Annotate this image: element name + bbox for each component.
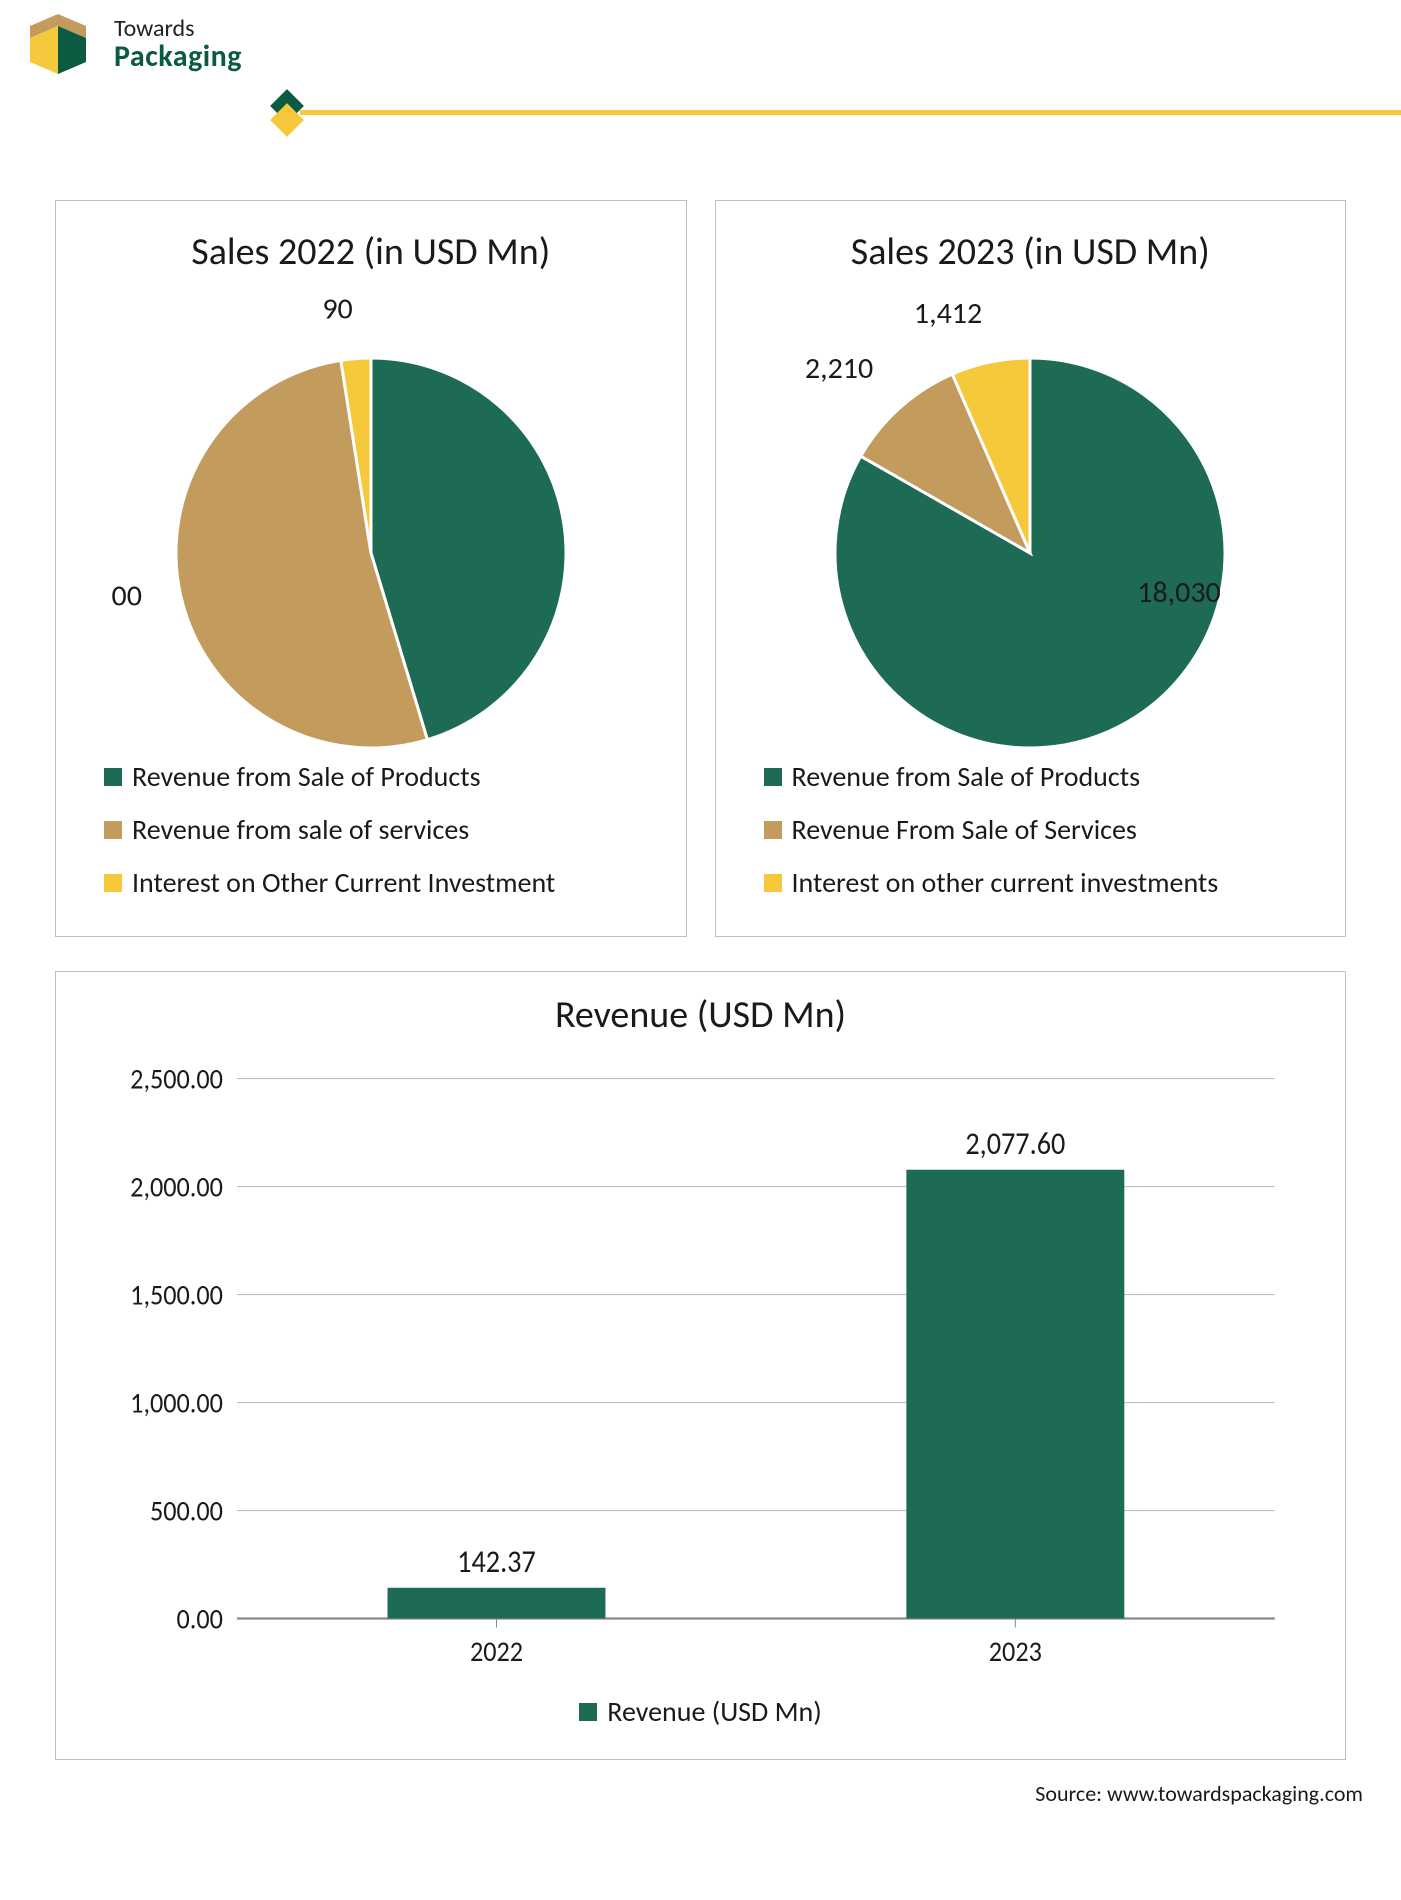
legend-swatch xyxy=(764,821,782,839)
legend-swatch xyxy=(104,874,122,892)
legend-label: Revenue From Sale of Services xyxy=(792,812,1137,847)
brand-logo: Towards Packaging xyxy=(30,14,242,74)
y-tick-label: 1,500.00 xyxy=(130,1278,223,1313)
source-prefix: Source: xyxy=(1035,1780,1107,1807)
divider-line xyxy=(300,110,1401,115)
brand-text: Towards Packaging xyxy=(114,16,242,73)
pie-row: Sales 2022 (in USD Mn) 1,900 90 Revenue f… xyxy=(0,140,1401,937)
bar-legend-label: Revenue (USD Mn) xyxy=(607,1694,822,1729)
legend-label: Revenue from Sale of Products xyxy=(132,759,481,794)
legend-item: Interest on Other Current Investment xyxy=(104,865,658,900)
header: Towards Packaging xyxy=(0,0,1401,140)
legend-item: Revenue from Sale of Products xyxy=(104,759,658,794)
legend-item: Revenue From Sale of Services xyxy=(764,812,1318,847)
pie-2023-legend: Revenue from Sale of Products Revenue Fro… xyxy=(744,759,1318,900)
header-divider xyxy=(270,96,1401,130)
bar-value-label: 2,077.60 xyxy=(965,1126,1065,1164)
legend-label: Revenue from Sale of Products xyxy=(792,759,1141,794)
pie-2022-wrap: 1,900 90 xyxy=(84,293,658,753)
pie-2023-chart: 18,030 2,210 1,412 xyxy=(770,293,1290,753)
legend-swatch xyxy=(764,874,782,892)
legend-label: Interest on other current investments xyxy=(792,865,1219,900)
source-text: www.towardspackaging.com xyxy=(1107,1780,1363,1807)
pie-2023-title: Sales 2023 (in USD Mn) xyxy=(744,229,1318,275)
bar-card: Revenue (USD Mn) 0.00 500.00 1,000.00 1,500… xyxy=(55,971,1346,1760)
y-tick-label: 1,000.00 xyxy=(130,1386,223,1421)
y-tick-label: 2,500.00 xyxy=(130,1062,223,1097)
brand-line2: Packaging xyxy=(114,41,242,73)
bar-chart: 0.00 500.00 1,000.00 1,500.00 2,000.00 2,500.… xyxy=(96,1056,1305,1686)
pie-value-label: 1,412 xyxy=(914,295,982,332)
pie-value-label: 1,900 xyxy=(111,577,142,614)
bar-value-label: 142.37 xyxy=(457,1544,536,1582)
bar-legend-swatch xyxy=(579,1703,597,1721)
y-tick-label: 0.00 xyxy=(177,1602,223,1637)
divider-diamond-icon xyxy=(263,89,311,137)
pie-2022-title: Sales 2022 (in USD Mn) xyxy=(84,229,658,275)
bar xyxy=(388,1588,606,1619)
y-tick-label: 500.00 xyxy=(150,1494,223,1529)
source-line: Source: www.towardspackaging.com xyxy=(0,1760,1401,1837)
bar-title: Revenue (USD Mn) xyxy=(96,992,1305,1038)
legend-label: Revenue from sale of services xyxy=(132,812,469,847)
legend-item: Revenue from Sale of Products xyxy=(764,759,1318,794)
pie-value-label: 2,210 xyxy=(805,350,873,387)
legend-item: Interest on other current investments xyxy=(764,865,1318,900)
bar-legend-item: Revenue (USD Mn) xyxy=(579,1694,822,1729)
pie-2022-legend: Revenue from Sale of Products Revenue fro… xyxy=(84,759,658,900)
x-tick-label: 2022 xyxy=(470,1635,523,1670)
pie-2023-card: Sales 2023 (in USD Mn) 18,0302,2101,412 … xyxy=(715,200,1347,937)
bar xyxy=(906,1170,1124,1619)
legend-swatch xyxy=(764,768,782,786)
box-icon xyxy=(30,14,100,74)
bar-legend: Revenue (USD Mn) xyxy=(96,1694,1305,1729)
legend-label: Interest on Other Current Investment xyxy=(132,865,555,900)
legend-swatch xyxy=(104,821,122,839)
x-tick-label: 2023 xyxy=(989,1635,1042,1670)
pie-value-label: 18,030 xyxy=(1138,574,1222,611)
pie-2022-card: Sales 2022 (in USD Mn) 1,900 90 Revenue f… xyxy=(55,200,687,937)
y-tick-label: 2,000.00 xyxy=(130,1170,223,1205)
legend-swatch xyxy=(104,768,122,786)
legend-item: Revenue from sale of services xyxy=(104,812,658,847)
page: Towards Packaging Sales 2022 (in USD Mn)… xyxy=(0,0,1401,1837)
pie-2022-chart: 1,900 90 xyxy=(111,293,631,753)
pie-2023-wrap: 18,030 2,210 1,412 xyxy=(744,293,1318,753)
bar-row: Revenue (USD Mn) 0.00 500.00 1,000.00 1,500… xyxy=(0,937,1401,1760)
pie-value-label: 90 xyxy=(322,293,352,328)
